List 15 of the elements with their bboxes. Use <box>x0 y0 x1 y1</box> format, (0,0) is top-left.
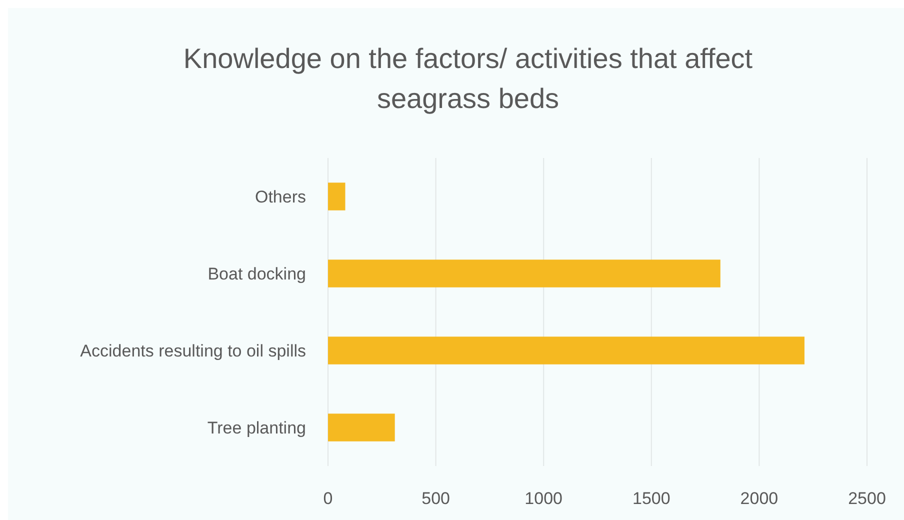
bar <box>328 260 720 288</box>
y-tick-label: Boat docking <box>208 264 306 284</box>
bar <box>328 414 395 442</box>
x-tick-label: 2000 <box>740 489 778 508</box>
y-tick-label: Others <box>254 187 306 206</box>
bar <box>328 182 346 210</box>
x-tick-label: 2500 <box>848 489 886 508</box>
x-tick-label: 500 <box>422 489 450 508</box>
x-tick-label: 0 <box>323 489 333 508</box>
y-tick-label: Tree planting <box>207 418 306 438</box>
x-tick-label: 1000 <box>524 489 563 508</box>
bar <box>328 336 804 364</box>
y-tick-label: Accidents resulting to oil spills <box>80 341 306 360</box>
x-tick-label: 1500 <box>632 489 670 508</box>
chart-title: Knowledge on the factors/ activities that affect seagrass beds <box>183 43 753 114</box>
